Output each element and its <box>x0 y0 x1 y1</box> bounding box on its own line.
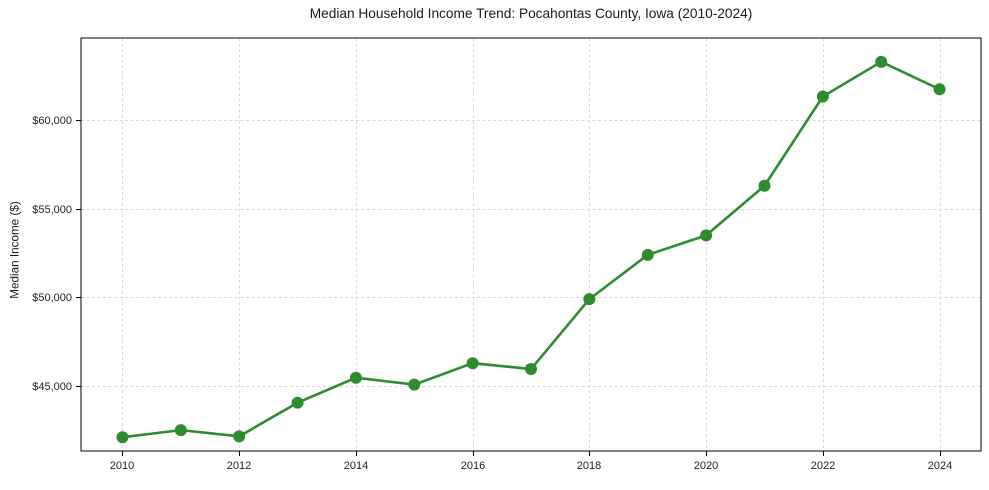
svg-text:2014: 2014 <box>344 460 368 472</box>
svg-text:2022: 2022 <box>811 460 835 472</box>
svg-text:2024: 2024 <box>928 460 952 472</box>
svg-text:2018: 2018 <box>577 460 601 472</box>
svg-text:2010: 2010 <box>110 460 134 472</box>
svg-text:2020: 2020 <box>694 460 718 472</box>
svg-text:$45,000: $45,000 <box>32 381 72 393</box>
svg-text:$50,000: $50,000 <box>32 292 72 304</box>
svg-text:2016: 2016 <box>461 460 485 472</box>
svg-text:$60,000: $60,000 <box>32 115 72 127</box>
svg-text:$55,000: $55,000 <box>32 204 72 216</box>
svg-text:2012: 2012 <box>227 460 251 472</box>
